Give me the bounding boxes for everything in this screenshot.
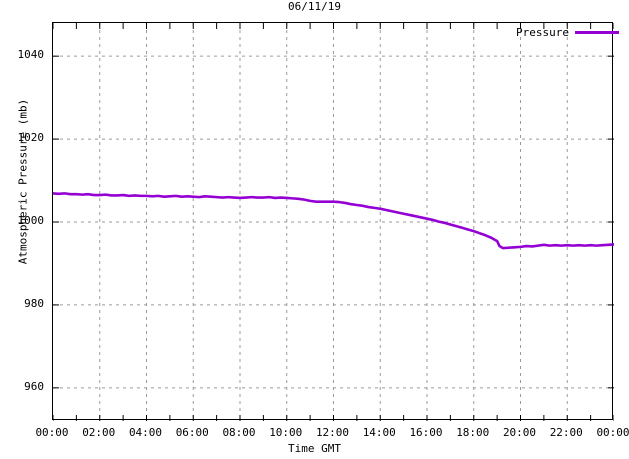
x-axis-title: Time GMT [288, 442, 341, 455]
y-tick-label: 980 [24, 296, 44, 310]
grid-lines [53, 23, 614, 421]
x-tick-label: 14:00 [362, 426, 396, 439]
x-tick-label: 02:00 [82, 426, 116, 439]
x-tick-label: 18:00 [456, 426, 490, 439]
y-tick-label: 1020 [17, 131, 45, 145]
series-pressure-line [53, 192, 614, 250]
legend-swatch-pressure [574, 31, 619, 34]
y-tick-label: 960 [24, 379, 44, 393]
chart-title: 06/11/19 [288, 0, 341, 13]
plot-area [52, 22, 614, 421]
y-tick-label: 1040 [17, 48, 45, 62]
chart-legend: Pressure [516, 26, 619, 39]
x-tick-label: 22:00 [549, 426, 583, 439]
y-axis-title: Atmospheric Pressure (mb) [16, 98, 30, 265]
x-tick-label: 00:00 [35, 426, 69, 439]
x-tick-label: 04:00 [128, 426, 163, 439]
y-tick-label: 1000 [17, 214, 45, 227]
legend-label-pressure: Pressure [516, 26, 569, 39]
x-tick-label: 16:00 [409, 426, 443, 439]
x-tick-label: 06:00 [175, 426, 209, 439]
x-tick-label: 08:00 [222, 426, 256, 439]
x-tick-label: 10:00 [269, 426, 303, 439]
x-tick-label: 12:00 [315, 426, 350, 439]
x-tick-label: 20:00 [502, 426, 537, 439]
x-tick-label: 00:00 [596, 426, 629, 439]
